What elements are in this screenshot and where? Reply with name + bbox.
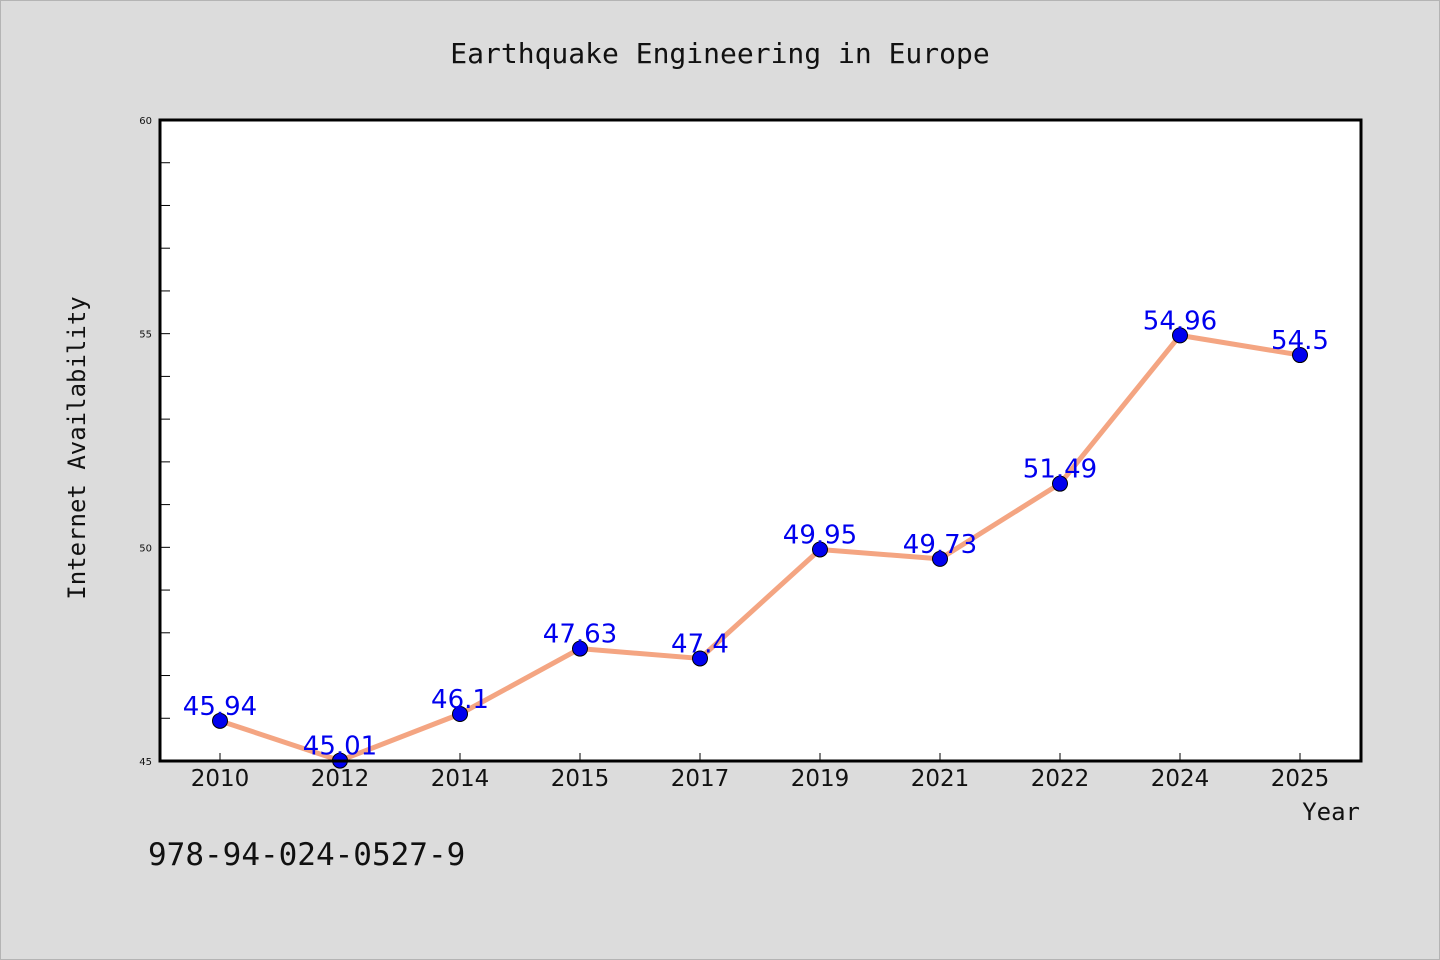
data-point-marker [572,640,588,657]
data-label: 54.96 [1143,306,1217,336]
data-label: 46.1 [431,685,489,715]
x-tick-label: 2025 [1271,766,1330,792]
data-label: 47.4 [671,629,729,659]
plot-area [160,120,1361,761]
y-tick-label: 55 [139,330,152,341]
series-layer [212,327,1308,769]
data-label: 49.95 [783,520,857,550]
series-line [217,332,1303,764]
data-labels: 45.94 45.01 46.1 47.63 47.4 49.95 49.73 51.49 54… [183,306,1329,761]
x-tick-label: 2022 [1031,766,1090,792]
data-label: 45.94 [183,692,257,722]
data-point-marker [1052,475,1068,492]
y-tick-label: 50 [139,543,152,554]
data-label: 54.5 [1271,326,1329,356]
y-tick-label: 60 [139,116,152,127]
data-point-marker [1172,327,1188,344]
x-tick-label: 2021 [911,766,970,792]
y-tick-label: 45 [139,757,152,768]
data-point-marker [212,712,228,729]
data-point-marker [692,650,708,667]
x-axis-label: Year [1302,798,1360,826]
x-tick-label: 2014 [431,766,490,792]
x-tick-label: 2017 [671,766,730,792]
x-tick-label: 2019 [791,766,850,792]
data-label: 45.01 [303,732,377,762]
x-tick-label: 2010 [191,766,250,792]
chart-title: Earthquake Engineering in Europe [450,37,989,70]
axis-ticks: 45 50 55 60 2010 2012 2014 2015 2017 2019 2021 2022… [139,116,1329,792]
data-point-marker [1292,347,1308,364]
data-point-marker [932,550,948,567]
data-label: 49.73 [903,530,977,560]
isbn-text: 978-94-024-0527-9 [148,837,465,873]
x-tick-label: 2015 [551,766,610,792]
x-tick-label: 2012 [311,766,370,792]
data-label: 51.49 [1023,455,1097,485]
data-label: 47.63 [543,620,617,650]
plot-frame [158,118,1363,763]
y-axis-label: Internet Availability [63,296,91,599]
data-point-marker [812,541,828,558]
data-point-marker [452,705,468,722]
x-tick-label: 2024 [1151,766,1210,792]
